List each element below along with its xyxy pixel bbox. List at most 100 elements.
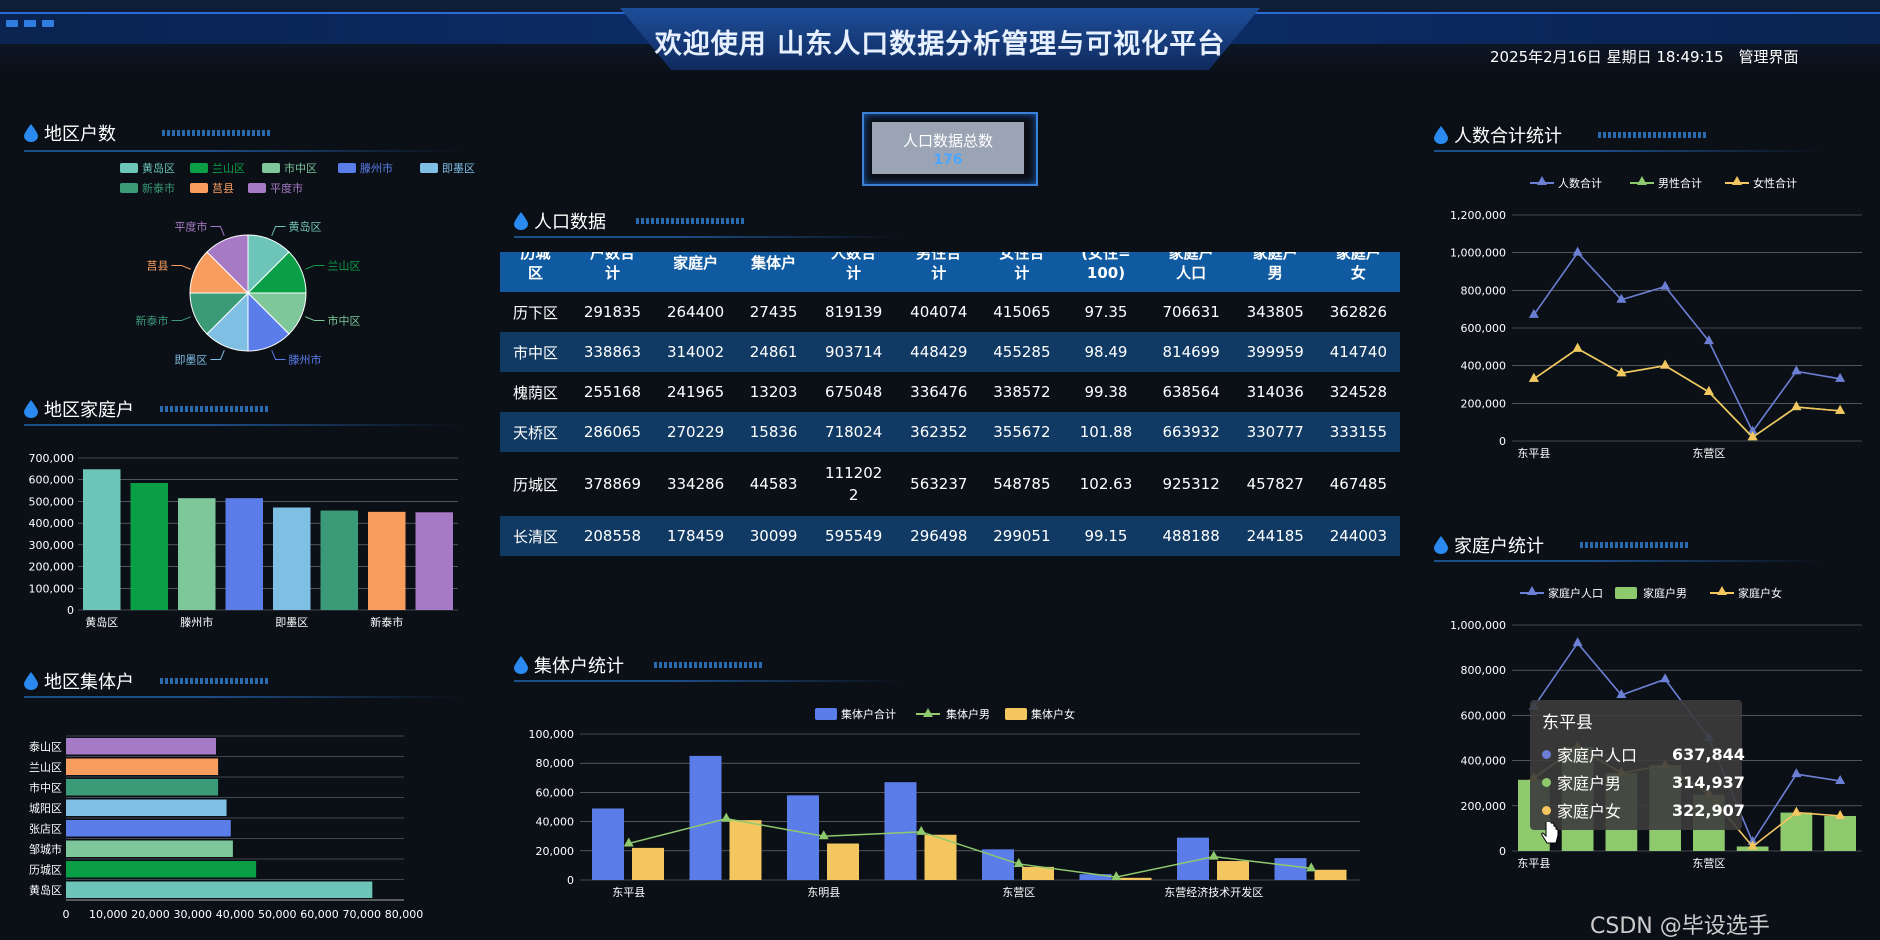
table-row[interactable]: 槐荫区 255168 241965 13203 675048 336476 338572 99… [500,372,1400,412]
bar[interactable] [66,840,233,858]
legend-item[interactable]: 即墨区 [420,162,475,175]
bar[interactable] [130,482,169,610]
bar[interactable] [1217,861,1249,880]
x-tick-label: 0 [63,908,70,921]
bar[interactable] [592,808,624,880]
bar[interactable] [827,843,859,881]
bar[interactable] [1780,812,1813,851]
bar[interactable] [66,779,219,796]
bar[interactable] [66,799,227,817]
legend-item[interactable]: 女性合计 [1725,176,1797,190]
line-point[interactable] [1791,806,1802,816]
line-point[interactable] [1528,372,1539,382]
legend-item[interactable]: 集体户女 [1005,707,1075,721]
line-point[interactable] [1703,335,1714,345]
bar[interactable] [83,469,121,610]
line-point[interactable] [1703,386,1714,396]
bar[interactable] [1824,815,1856,851]
bar[interactable] [178,498,216,610]
legend-item[interactable]: 新泰市 [120,181,175,195]
bar[interactable] [689,755,722,880]
legend-item[interactable]: 市中区 [262,161,317,175]
legend-item[interactable]: 滕州市 [338,161,393,175]
pie-label: 新泰市 [135,314,168,328]
legend-item[interactable]: 平度市 [248,181,303,195]
y-tick-label: 80,000 [536,757,575,770]
x-tick-label: 东营区 [1002,885,1035,899]
legend-item[interactable]: 黄岛区 [120,161,175,175]
table-row[interactable]: 天桥区 286065 270229 15836 718024 362352 355672 10… [500,412,1400,452]
bar[interactable] [632,847,664,880]
line-point[interactable] [1747,840,1758,850]
bar[interactable] [884,782,917,880]
table-row[interactable]: 历下区 291835 264400 27435 819139 404074 415065 97… [500,292,1400,332]
table-cell: 675048 [810,372,898,412]
line-point[interactable] [1747,431,1758,441]
line-point[interactable] [1835,372,1846,382]
line-point[interactable] [623,837,634,847]
line-point[interactable] [1791,768,1802,778]
table-row[interactable]: 长清区 208558 178459 30099 595549 296498 299051 99… [500,516,1400,556]
datetime-text: 2025年2月16日 星期日 18:49:15 [1490,48,1724,66]
legend-item[interactable]: 家庭户人口 [1520,586,1603,600]
bar[interactable] [225,498,264,610]
line-point[interactable] [1306,862,1317,872]
line-point[interactable] [1208,850,1219,860]
line-point[interactable] [1111,871,1122,881]
pie-label-line [210,225,225,236]
series-dot-icon [1542,805,1551,815]
bar[interactable] [1274,858,1307,880]
bar[interactable] [66,861,257,878]
section-underline [514,236,904,238]
line-point[interactable] [1791,365,1802,375]
bar[interactable] [1119,877,1152,880]
x-tick-label: 东平县 [612,886,645,899]
datetime-bar: 2025年2月16日 星期日 18:49:15 管理界面 [1490,46,1799,67]
bar[interactable] [368,511,406,610]
bar[interactable] [66,881,373,899]
bar[interactable] [1314,869,1347,880]
line-point[interactable] [1835,774,1846,784]
pie-slice[interactable] [206,234,249,295]
bar[interactable] [982,849,1014,880]
line-point[interactable] [1616,367,1627,377]
bar[interactable] [729,820,762,880]
line-point[interactable] [1572,637,1583,647]
line-point[interactable] [1528,308,1539,318]
section-title-collective-stats: 集体户统计 [514,652,764,678]
legend-item[interactable]: 集体户男 [916,707,990,721]
bar[interactable] [320,510,359,610]
tooltip-row: 家庭户女 322,907 [1542,798,1745,822]
tooltip-label: 家庭户人口 [1557,746,1638,765]
line-point[interactable] [1572,246,1583,256]
legend-item[interactable]: 男性合计 [1630,176,1702,190]
bar[interactable] [273,507,311,610]
admin-link[interactable]: 管理界面 [1738,48,1799,66]
legend-item[interactable]: 家庭户男 [1615,586,1687,600]
bar[interactable] [1079,874,1112,880]
table-cell: 101.88 [1063,412,1149,452]
line-point[interactable] [1616,689,1627,699]
bar[interactable] [787,795,819,880]
legend-item[interactable]: 莒县 [190,182,234,195]
bar[interactable] [66,758,219,776]
line-point[interactable] [1616,293,1627,303]
bar[interactable] [415,512,454,610]
line-point[interactable] [1835,404,1846,414]
table-cell: 天桥区 [500,412,571,452]
bar[interactable] [66,820,231,837]
table-cell: 404074 [897,292,981,332]
svg-text:家庭户男: 家庭户男 [1643,586,1687,600]
line-point[interactable] [818,830,829,840]
legend-item[interactable]: 家庭户女 [1710,586,1782,600]
legend-item[interactable]: 兰山区 [190,162,245,175]
line-point[interactable] [1835,809,1846,819]
bar[interactable] [1022,866,1054,880]
bar[interactable] [66,738,216,755]
legend-item[interactable]: 集体户合计 [815,707,896,721]
legend-item[interactable]: 人数合计 [1530,176,1602,190]
section-title-label: 人数合计统计 [1454,126,1562,147]
table-row[interactable]: 市中区 338863 314002 24861 903714 448429 455285 98… [500,332,1400,372]
table-row[interactable]: 历城区 378869 334286 44583 111202 2 563237 548785 1… [500,452,1400,516]
table-cell: 314002 [654,332,738,372]
